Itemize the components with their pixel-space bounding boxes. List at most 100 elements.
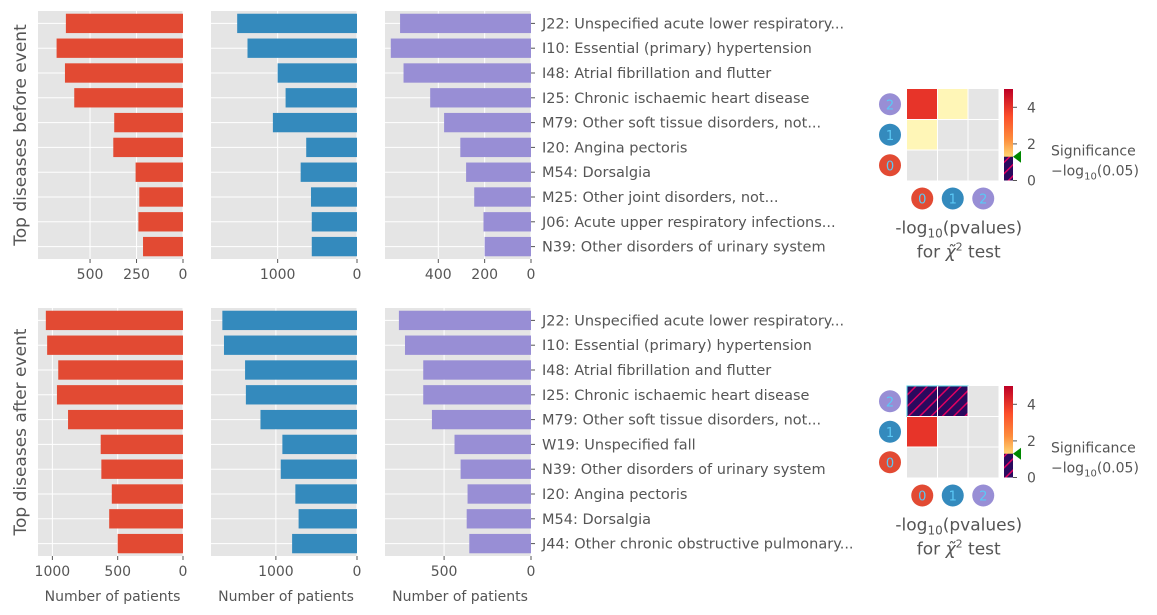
significance-marker-icon	[1013, 150, 1021, 163]
cluster-marker-label: 2	[886, 395, 894, 410]
bar	[282, 434, 357, 455]
colorbar-tick-label: 4	[1027, 100, 1036, 116]
bar	[65, 13, 183, 34]
heatmap-cell	[907, 119, 938, 150]
category-label: I48: Atrial fibrillation and flutter	[542, 66, 771, 82]
bar-panel-1-0: 1000 500 0	[35, 308, 187, 580]
bar	[64, 63, 183, 83]
bar	[56, 385, 184, 405]
colorbar-tick-label: 2	[1027, 137, 1036, 153]
significance-label: Significance	[1051, 144, 1136, 160]
cluster-marker-label: 2	[979, 490, 987, 505]
heatmap-cell	[907, 416, 938, 447]
category-label: M79: Other soft tissue disorders, not...	[542, 116, 821, 132]
bar	[135, 162, 183, 182]
x-axis-label: Number of patients	[45, 589, 181, 605]
bar	[74, 88, 183, 108]
bar	[469, 533, 531, 554]
x-tick-label: 0	[353, 564, 362, 580]
cluster-marker-label: 0	[918, 490, 926, 505]
cluster-marker-icon	[879, 93, 901, 116]
bar	[300, 162, 357, 182]
bar	[423, 385, 531, 405]
x-axis-label: Number of patients	[392, 589, 528, 605]
bar	[460, 137, 531, 158]
heatmap-title: -log10(pvalues)	[895, 516, 1022, 538]
bar-panel-0-1: 1000 0	[211, 11, 361, 283]
bar	[100, 434, 183, 455]
bar	[245, 385, 357, 405]
x-tick-label: 1000	[258, 564, 294, 580]
bar	[467, 484, 531, 504]
bar	[109, 509, 183, 529]
category-label: M79: Other soft tissue disorders, not...	[542, 413, 821, 429]
x-tick-label: 1000	[35, 564, 71, 580]
bar	[390, 38, 531, 58]
bar	[114, 112, 183, 133]
bar	[298, 509, 357, 529]
category-label: N39: Other disorders of urinary system	[542, 462, 826, 478]
colorbar-tick-label: 0	[1027, 174, 1036, 190]
bar	[139, 187, 183, 207]
colorbar	[1004, 89, 1013, 181]
cluster-marker-icon	[941, 187, 964, 210]
significance-label: Significance	[1051, 441, 1136, 457]
heatmap-title: -log10(pvalues)	[895, 219, 1022, 241]
significance-formula: −log10(0.05)	[1051, 461, 1139, 480]
bar	[223, 335, 357, 355]
bar	[483, 212, 531, 232]
bar	[398, 310, 531, 331]
bar	[403, 63, 531, 83]
x-tick-label: 200	[471, 267, 498, 283]
bar	[222, 310, 357, 331]
heatmap-cell	[907, 89, 938, 120]
category-label: I10: Essential (primary) hypertension	[542, 338, 812, 354]
bar	[474, 187, 531, 207]
bar	[400, 13, 531, 34]
category-label: I10: Essential (primary) hypertension	[542, 41, 812, 57]
cluster-marker-icon	[972, 484, 995, 507]
category-label: M25: Other joint disorders, not...	[542, 190, 778, 206]
row-title: Top diseases after event	[11, 328, 31, 536]
bar	[311, 212, 357, 232]
category-label: I25: Chronic ischaemic heart disease	[542, 91, 810, 107]
bar	[68, 409, 183, 430]
bar	[431, 409, 531, 430]
bar	[280, 459, 357, 479]
bar	[454, 434, 531, 455]
category-label: I48: Atrial fibrillation and flutter	[542, 363, 771, 379]
heatmap-cell	[906, 385, 938, 417]
heatmap-cell	[937, 385, 969, 417]
bar	[484, 236, 531, 257]
heatmap-0: 2 1 0 0 1 2 -log10(pvalues)for χ̃2 test 0 2 4 Sign…	[879, 89, 1139, 263]
heatmap-subtitle: for χ̃2 test	[917, 241, 1001, 263]
heatmap-1: 2 1 0 0 1 2 -log10(pvalues)for χ̃2 test 0 2 4 Sign…	[879, 385, 1139, 560]
cluster-marker-icon	[911, 484, 934, 507]
bar	[460, 459, 531, 479]
bar	[117, 533, 183, 554]
cluster-marker-icon	[879, 154, 901, 177]
heatmap-cell	[937, 89, 968, 120]
bar-panel-0-0: 500 250 0	[38, 11, 187, 283]
bar	[311, 236, 357, 257]
x-tick-label: 1000	[260, 267, 296, 283]
x-tick-label: 250	[123, 267, 150, 283]
category-label: J06: Acute upper respiratory infections.…	[541, 215, 836, 231]
bar	[292, 533, 357, 554]
bar	[245, 360, 357, 380]
category-label: J22: Unspecified acute lower respiratory…	[541, 313, 844, 329]
x-tick-label: 0	[353, 267, 362, 283]
cluster-marker-label: 2	[886, 98, 894, 113]
bar	[277, 63, 357, 83]
x-tick-label: 500	[104, 564, 131, 580]
bar	[143, 236, 183, 257]
category-label: I25: Chronic ischaemic heart disease	[542, 388, 810, 404]
cluster-marker-icon	[879, 390, 901, 413]
significance-marker-icon	[1013, 447, 1021, 460]
colorbar-nonsignificant-region	[1004, 453, 1013, 478]
x-tick-label: 0	[527, 267, 536, 283]
bar	[111, 484, 183, 504]
x-tick-label: 400	[425, 267, 452, 283]
cluster-marker-label: 1	[949, 490, 957, 505]
cluster-marker-label: 1	[886, 426, 894, 441]
